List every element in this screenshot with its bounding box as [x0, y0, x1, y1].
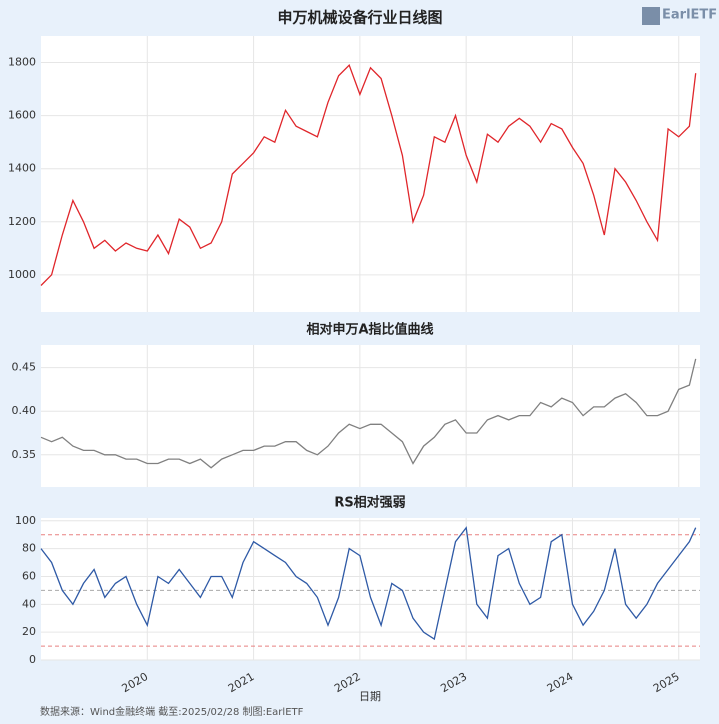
series-line [40, 64, 697, 286]
y-tick-label: 0.35 [12, 448, 37, 461]
panel-title: 相对申万A指比值曲线 [306, 322, 433, 338]
y-tick-label: 1000 [8, 268, 36, 281]
footer: 数据来源：Wind金融终端 截至:2025/02/28 制图:EarlETF [40, 705, 304, 718]
series-line [40, 526, 697, 641]
logo-icon [642, 7, 660, 25]
y-tick-label: 100 [15, 514, 36, 527]
main-title: 申万机械设备行业日线图 [277, 9, 442, 27]
y-tick-label: 0 [29, 653, 36, 666]
y-tick-label: 40 [22, 597, 36, 610]
y-tick-label: 80 [22, 542, 36, 555]
plot-area [41, 345, 700, 487]
logo: EarlETF [662, 8, 717, 23]
panel-title: RS相对强弱 [334, 495, 405, 511]
y-tick-label: 1400 [8, 162, 36, 175]
plot-area [41, 518, 700, 660]
x-axis-label: 日期 [359, 690, 381, 703]
plot-area [41, 36, 700, 312]
y-tick-label: 0.40 [12, 404, 37, 417]
y-tick-label: 20 [22, 625, 36, 638]
series-line [40, 358, 697, 469]
y-tick-label: 1800 [8, 56, 36, 69]
y-tick-label: 1200 [8, 215, 36, 228]
y-tick-label: 0.45 [12, 361, 37, 374]
y-tick-label: 60 [22, 569, 36, 582]
y-tick-label: 1600 [8, 109, 36, 122]
